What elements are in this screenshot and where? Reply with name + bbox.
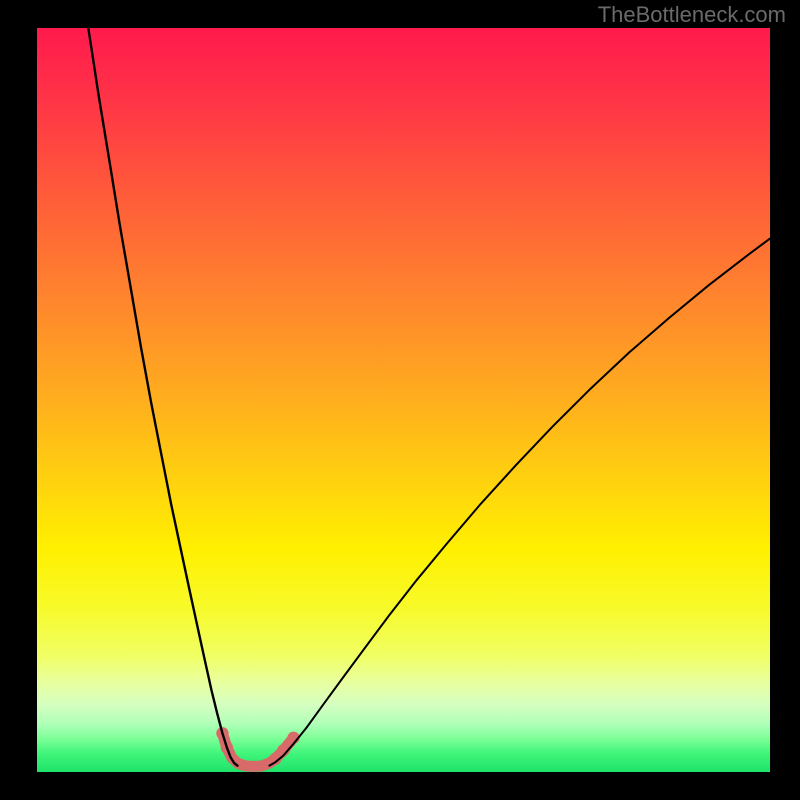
- chart-container: TheBottleneck.com: [0, 0, 800, 800]
- curve-overlay: [0, 0, 800, 800]
- right-curve: [269, 239, 770, 766]
- left-curve: [88, 28, 237, 766]
